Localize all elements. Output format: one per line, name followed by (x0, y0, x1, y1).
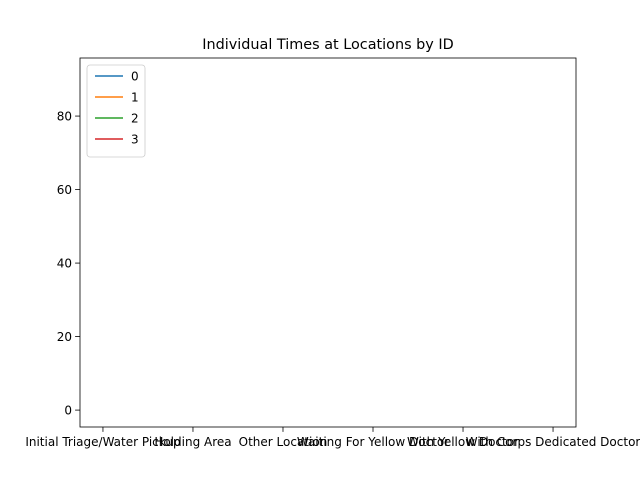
y-tick-label: 80 (57, 110, 72, 124)
chart-title: Individual Times at Locations by ID (202, 37, 453, 53)
y-tick-label: 0 (64, 404, 72, 418)
x-tick-label: With Corps Dedicated Doctor (466, 435, 640, 449)
legend-label: 3 (131, 133, 139, 147)
x-tick-label: Other Location (239, 435, 328, 449)
y-tick-label: 60 (57, 183, 72, 197)
x-tick-label: Holding Area (154, 435, 231, 449)
legend-label: 2 (131, 112, 139, 126)
x-tick-label: With Yellow Doctor (407, 435, 519, 449)
legend-label: 0 (131, 70, 139, 84)
legend-label: 1 (131, 91, 139, 105)
x-tick-label: Waiting For Yellow Doctor (297, 435, 449, 449)
plot-frame (79, 57, 577, 428)
y-tick-label: 20 (57, 330, 72, 344)
x-tick-label: Initial Triage/Water Pickup (25, 435, 180, 449)
y-tick-label: 40 (57, 257, 72, 271)
legend-box (86, 64, 146, 158)
